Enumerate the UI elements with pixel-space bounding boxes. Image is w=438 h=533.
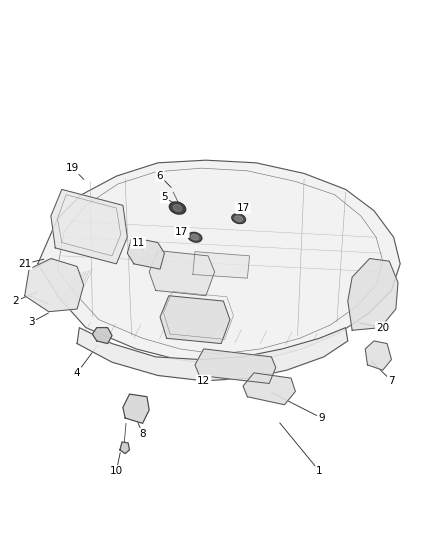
Polygon shape xyxy=(120,442,130,454)
Text: 8: 8 xyxy=(139,429,146,439)
Polygon shape xyxy=(149,251,215,296)
Polygon shape xyxy=(25,259,84,312)
Ellipse shape xyxy=(191,235,199,240)
Text: 3: 3 xyxy=(28,317,35,327)
Text: 19: 19 xyxy=(66,163,79,173)
Ellipse shape xyxy=(170,202,186,214)
Polygon shape xyxy=(348,259,398,330)
Polygon shape xyxy=(160,296,230,344)
Text: 11: 11 xyxy=(131,238,145,247)
Text: 7: 7 xyxy=(388,376,395,386)
Ellipse shape xyxy=(173,205,182,211)
Text: 6: 6 xyxy=(157,171,163,181)
Text: 5: 5 xyxy=(161,192,168,203)
Ellipse shape xyxy=(235,216,243,221)
Text: 1: 1 xyxy=(316,466,323,476)
Polygon shape xyxy=(365,341,392,370)
Polygon shape xyxy=(123,394,149,423)
Polygon shape xyxy=(92,328,112,344)
Text: 10: 10 xyxy=(110,466,123,476)
Polygon shape xyxy=(243,373,295,405)
Polygon shape xyxy=(51,189,127,264)
Polygon shape xyxy=(195,349,276,383)
Ellipse shape xyxy=(188,232,202,242)
Polygon shape xyxy=(193,252,250,278)
Text: 17: 17 xyxy=(175,227,188,237)
Text: 9: 9 xyxy=(318,413,325,423)
Polygon shape xyxy=(38,160,400,365)
Polygon shape xyxy=(127,237,164,269)
Text: 20: 20 xyxy=(376,322,389,333)
Text: 4: 4 xyxy=(74,368,81,378)
Text: 21: 21 xyxy=(18,259,32,269)
Text: 12: 12 xyxy=(197,376,210,386)
Ellipse shape xyxy=(232,214,246,223)
Text: 17: 17 xyxy=(237,203,250,213)
Text: 2: 2 xyxy=(13,296,19,306)
Polygon shape xyxy=(77,328,348,381)
